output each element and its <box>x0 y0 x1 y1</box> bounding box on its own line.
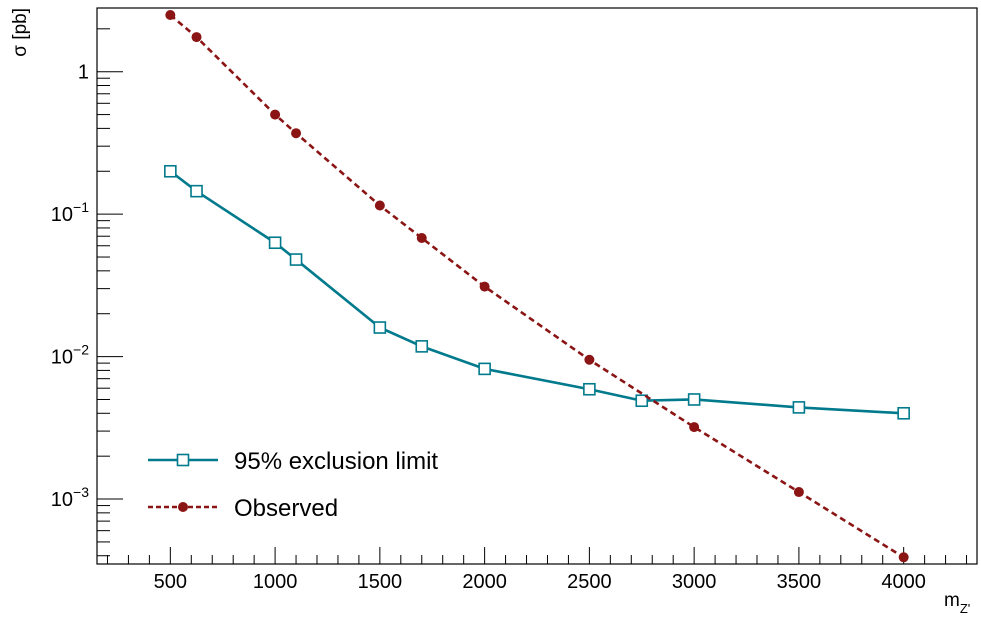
data-point-observed <box>374 200 385 211</box>
x-tick-label: 500 <box>154 571 187 593</box>
data-point-observed <box>793 487 804 498</box>
data-point-limit <box>373 321 387 334</box>
data-point-observed <box>270 109 281 120</box>
x-tick-label: 3000 <box>672 571 717 593</box>
data-point-observed <box>191 32 202 43</box>
data-point-limit <box>583 382 596 396</box>
plot-frame <box>96 7 978 565</box>
data-point-observed <box>479 281 490 292</box>
x-tick-label: 1000 <box>253 571 298 593</box>
series-line-observed <box>169 14 905 559</box>
y-axis-ticks: 1 10−1 10−2 10−3 <box>51 28 123 557</box>
x-axis-title-main: m <box>944 590 960 611</box>
data-point-limit <box>897 406 910 420</box>
data-point-observed <box>689 422 700 433</box>
x-axis-title: mZ' <box>944 590 970 616</box>
data-point-observed <box>165 10 176 21</box>
data-point-observed <box>416 233 427 244</box>
y-axis-title: σ [pb] <box>10 8 31 57</box>
series-layer <box>164 10 910 563</box>
x-axis-title-subscript: Z' <box>960 601 970 616</box>
data-point-limit <box>268 236 282 250</box>
data-point-observed <box>898 552 909 563</box>
y-tick-label: 10−2 <box>51 342 89 369</box>
data-point-limit <box>415 340 429 353</box>
data-point-observed <box>291 128 302 139</box>
x-tick-label: 2500 <box>567 571 612 593</box>
data-point-limit <box>164 164 177 178</box>
legend-swatch-limit-marker <box>176 453 190 467</box>
data-point-limit <box>687 393 701 406</box>
data-point-limit <box>190 184 203 198</box>
x-tick-label: 4000 <box>881 571 926 593</box>
x-tick-label: 3500 <box>777 571 822 593</box>
legend-label-limit: 95% exclusion limit <box>234 448 438 475</box>
legend: 95% exclusion limit Observed <box>148 448 438 522</box>
legend-swatch-observed-marker <box>178 502 188 512</box>
y-tick-label: 10−3 <box>51 484 89 511</box>
data-point-observed <box>584 354 595 365</box>
data-point-limit <box>635 394 649 408</box>
x-tick-label: 1500 <box>358 571 403 593</box>
data-point-limit <box>478 362 491 376</box>
x-axis-ticks: 500 1000 1500 2000 2500 3000 3500 4000 <box>106 547 968 593</box>
series-line-limit <box>169 170 904 415</box>
data-point-limit <box>792 401 806 414</box>
y-tick-label: 1 <box>78 62 89 84</box>
x-tick-label: 2000 <box>462 571 507 593</box>
y-tick-label: 10−1 <box>51 199 89 226</box>
data-point-limit <box>289 253 303 266</box>
legend-label-observed: Observed <box>234 495 338 522</box>
